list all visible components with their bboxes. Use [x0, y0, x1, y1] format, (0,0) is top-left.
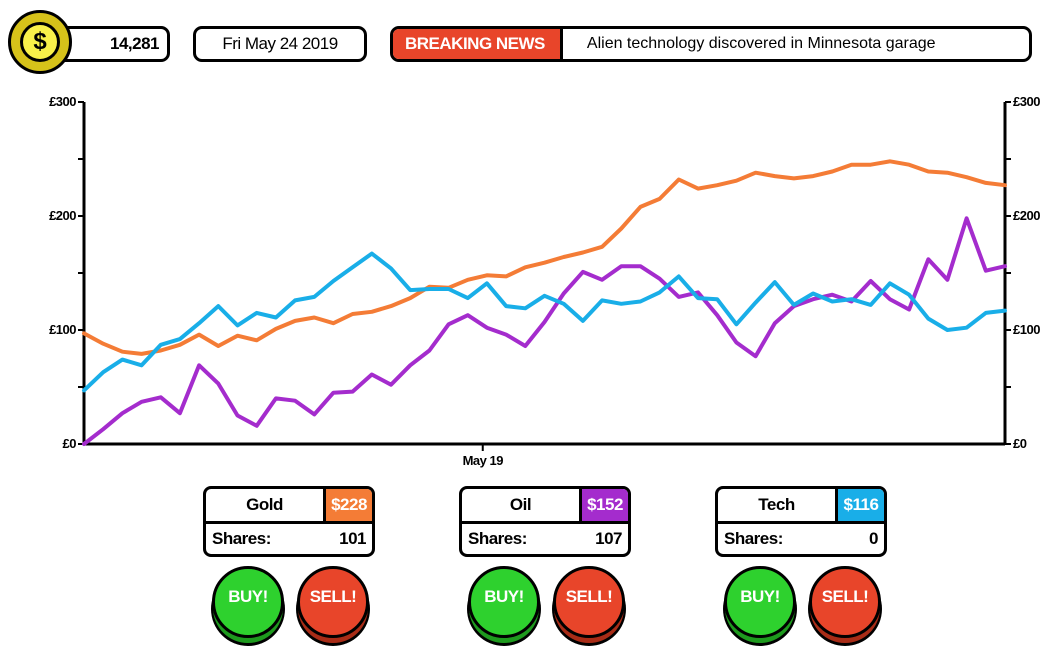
y-tick-label-right: £200 [1013, 208, 1040, 223]
shares-count: 101 [339, 529, 366, 548]
y-tick-label-left: £200 [49, 208, 76, 223]
stock-card-oil: Oil $152 Shares: 107 [459, 486, 631, 557]
shares-label: Shares: [724, 529, 783, 548]
buy-oil-button[interactable]: BUY! [468, 566, 540, 638]
news-headline: Alien technology discovered in Minnesota… [586, 35, 936, 52]
y-tick-label-right: £300 [1013, 94, 1040, 109]
y-tick-label-right: £100 [1013, 322, 1040, 337]
date-display: Fri May 24 2019 [193, 26, 367, 62]
x-tick-label: May 19 [463, 453, 504, 468]
price-chart: £0 £0 £100 £100 £200 £200 £300 £300 May 19 [49, 94, 1041, 468]
breaking-news-label: BREAKING NEWS [393, 29, 563, 59]
sell-gold-button[interactable]: SELL! [297, 566, 369, 638]
money-value: 14,281 [110, 34, 160, 53]
sell-oil-button[interactable]: SELL! [553, 566, 625, 638]
shares-count: 107 [595, 529, 622, 548]
stock-price: $152 [582, 489, 628, 521]
stock-price: $116 [838, 489, 884, 521]
series-line-oil [82, 216, 1007, 446]
shares-count: 0 [869, 529, 878, 548]
coin-icon: $ [8, 10, 72, 74]
y-tick-label-left: £300 [49, 94, 76, 109]
y-tick-label-left: £0 [63, 436, 77, 451]
dollar-icon: $ [20, 22, 60, 62]
series-line-tech [82, 251, 1007, 393]
y-tick-label-left: £100 [49, 322, 76, 337]
shares-label: Shares: [212, 529, 271, 548]
stock-name: Oil [462, 489, 582, 521]
y-tick-label-right: £0 [1013, 436, 1027, 451]
sell-tech-button[interactable]: SELL! [809, 566, 881, 638]
buy-tech-button[interactable]: BUY! [724, 566, 796, 638]
shares-label: Shares: [468, 529, 527, 548]
stock-price: $228 [326, 489, 372, 521]
stock-name: Gold [206, 489, 326, 521]
date-value: Fri May 24 2019 [222, 34, 338, 53]
stock-card-gold: Gold $228 Shares: 101 [203, 486, 375, 557]
stock-card-tech: Tech $116 Shares: 0 [715, 486, 887, 557]
series-line-gold [82, 159, 1007, 356]
buy-gold-button[interactable]: BUY! [212, 566, 284, 638]
money-counter: 14,281 [50, 26, 170, 62]
stock-name: Tech [718, 489, 838, 521]
news-ticker: BREAKING NEWS Alien technology discovere… [390, 26, 1032, 62]
